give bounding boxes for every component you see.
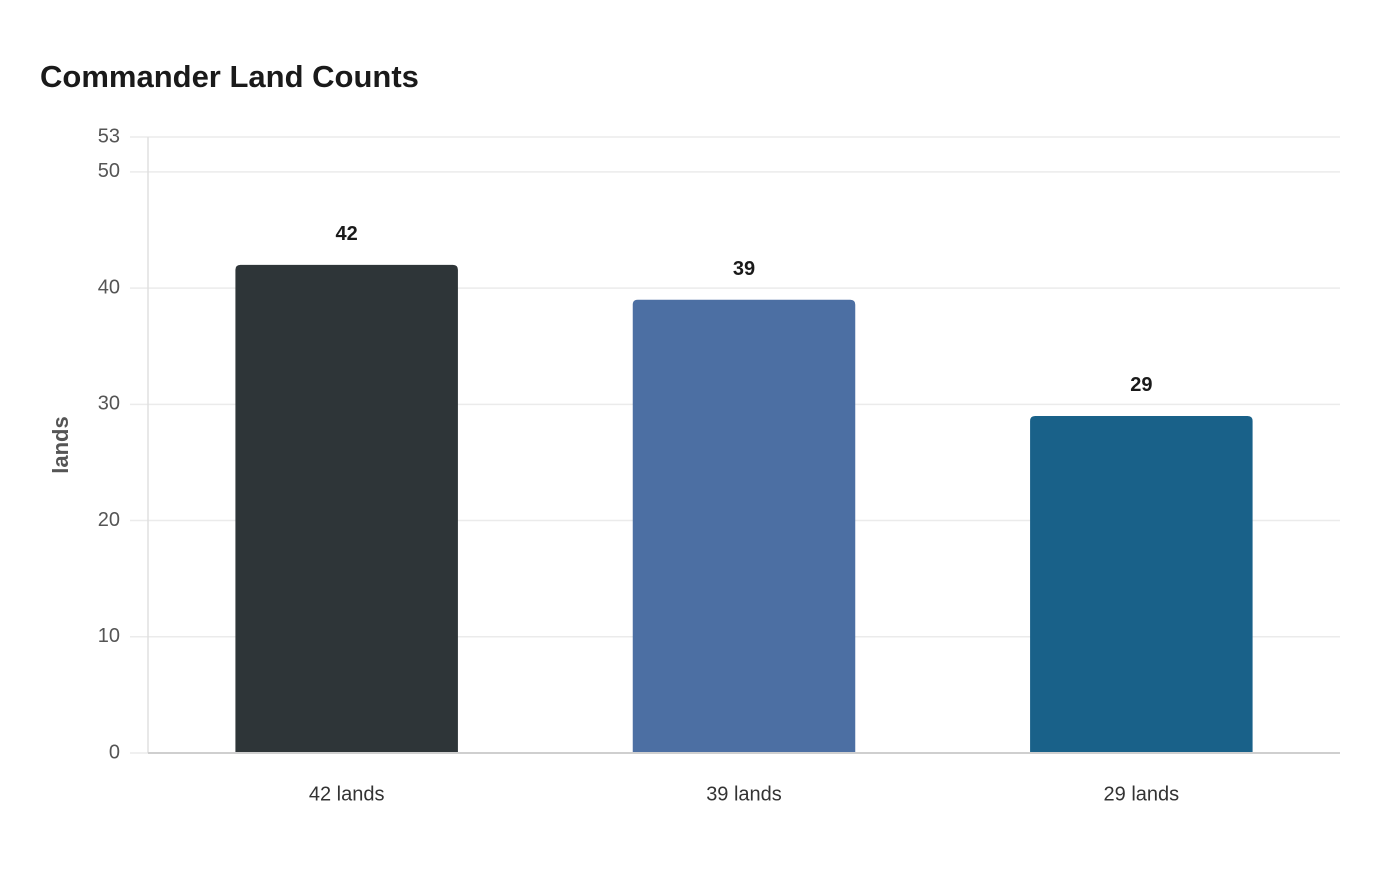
bar [632,299,856,753]
bar [1030,415,1253,753]
x-tick-label: 29 lands [1104,783,1180,805]
x-tick-label: 39 lands [706,783,782,805]
y-tick-label: 53 [98,125,120,147]
x-tick-label: 42 lands [309,783,385,805]
y-tick-label: 50 [98,160,120,182]
y-axis-label: lands [48,416,73,473]
value-label: 39 [733,258,755,280]
bar [235,264,458,753]
y-tick-label: 0 [109,741,120,763]
value-label: 42 [336,223,358,245]
y-tick-label: 40 [98,276,120,298]
y-tick-label: 10 [98,625,120,647]
y-tick-label: 20 [98,509,120,531]
value-label: 29 [1130,374,1152,396]
chart-title: Commander Land Counts [40,59,419,94]
y-tick-label: 30 [98,393,120,415]
